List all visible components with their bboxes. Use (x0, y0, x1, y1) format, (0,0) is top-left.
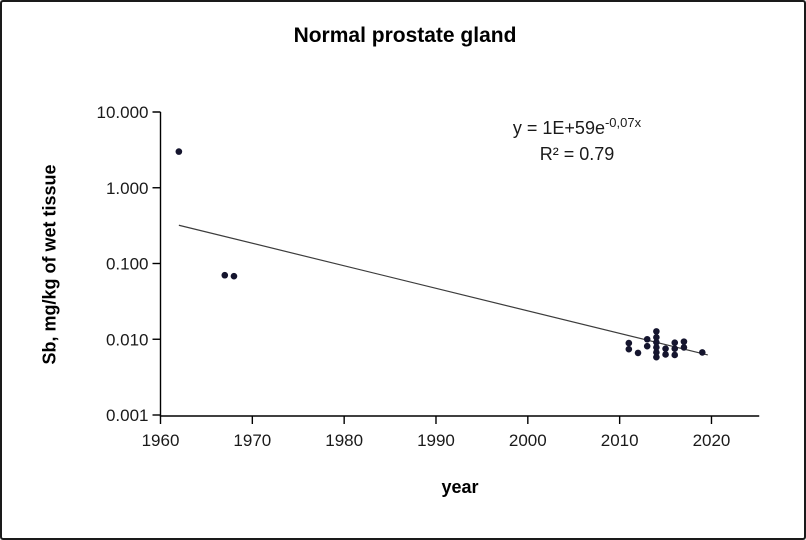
data-point (680, 344, 688, 351)
trendline (178, 224, 708, 356)
data-point (175, 148, 183, 155)
x-tick-label: 1990 (417, 431, 455, 450)
x-tick-label: 1980 (325, 431, 363, 450)
data-point (653, 328, 660, 335)
chart-title: Normal prostate gland (293, 24, 517, 47)
x-tick-label: 2020 (693, 431, 731, 450)
data-point (625, 339, 633, 347)
data-point (662, 345, 669, 353)
data-point (634, 349, 642, 357)
data-point (671, 345, 679, 353)
equation-exponent: -0,07x (604, 115, 642, 130)
data-point (653, 344, 660, 351)
data-point (698, 349, 706, 356)
data-point (671, 339, 679, 347)
x-tick-label: 2010 (601, 431, 639, 450)
y-tick-label: 10.000 (97, 103, 149, 122)
y-tick-label: 0.001 (106, 406, 149, 425)
data-point (653, 349, 660, 356)
data-point (653, 353, 660, 361)
y-tick-label: 1.000 (106, 179, 149, 198)
x-tick-label: 1960 (142, 431, 180, 450)
equation-annotation: y = 1E+59e-0,07x R² = 0.79 (432, 115, 722, 167)
data-point (230, 272, 238, 280)
y-tick-label: 0.100 (106, 255, 149, 274)
equation-base: y = 1E+59e (512, 118, 605, 138)
data-point (643, 335, 651, 343)
x-tick-label: 1970 (233, 431, 271, 450)
data-point (671, 351, 679, 359)
data-point (680, 338, 688, 345)
x-axis-title: year (441, 477, 479, 497)
data-point (643, 342, 651, 350)
data-point (625, 345, 633, 353)
y-tick-label: 0.010 (106, 330, 149, 349)
data-point (653, 334, 660, 341)
data-point (662, 351, 669, 358)
y-axis-title: Sb, mg/kg of wet tissue (39, 164, 60, 365)
data-point (221, 271, 229, 279)
x-tick-label: 2000 (509, 431, 547, 450)
equation-line: y = 1E+59e-0,07x (432, 115, 722, 141)
r-squared-label: R² = 0.79 (539, 144, 615, 164)
data-point (653, 339, 660, 346)
